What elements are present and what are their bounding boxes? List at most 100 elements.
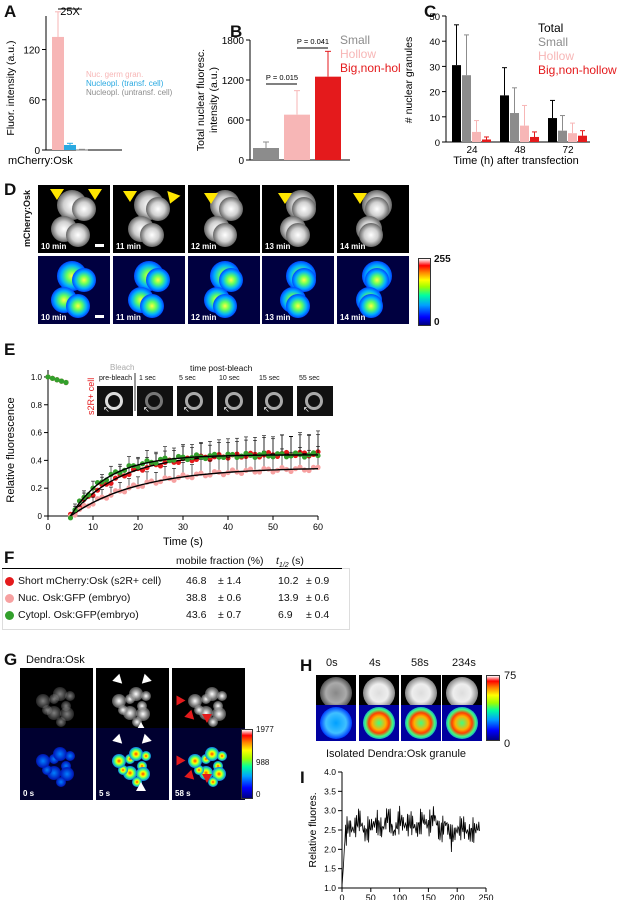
c-ytick-label: 10	[429, 113, 440, 124]
d-timestamp: 12 min	[191, 313, 217, 322]
g-granule	[205, 687, 220, 702]
d-gray-frame: 11 min	[113, 185, 185, 253]
e-ylabel: Relative fluorescence	[5, 397, 17, 502]
e-thumb-label: 5 sec	[179, 375, 196, 382]
e-point	[45, 374, 51, 380]
panel-g-cbar-max: 1977	[256, 725, 274, 734]
e-point	[63, 379, 69, 386]
g-granule	[131, 716, 142, 727]
h-heatmap-frame	[359, 705, 399, 741]
a-legend-entry: Nucleopl. (transf. cell)	[86, 79, 164, 88]
i-xtick-label: 100	[392, 893, 407, 900]
e-fit-line	[70, 468, 319, 517]
f-row-t-err: ± 0.6	[306, 592, 330, 604]
g-granule	[53, 687, 68, 702]
c-legend-entry: Big,non-hollow	[538, 63, 617, 77]
d-timestamp: 14 min	[340, 242, 366, 251]
g-granule	[35, 753, 50, 768]
panel-f-col2-sub: 1/2	[278, 562, 289, 570]
h-granule	[363, 677, 395, 709]
g-granule	[65, 750, 76, 761]
g-granule	[137, 761, 147, 771]
g-granule	[55, 776, 66, 787]
yellow-arrowhead-icon	[353, 193, 367, 204]
c-bar	[578, 135, 587, 142]
i-xtick-label: 0	[339, 893, 344, 900]
panel-d-cbar-min: 0	[434, 317, 440, 328]
b-bar	[284, 114, 310, 160]
h-granule	[446, 707, 478, 739]
g-granule	[201, 754, 211, 765]
f-row-mf-err: ± 0.7	[218, 609, 242, 621]
e-thumb: ↖	[297, 386, 333, 416]
a-annotation: 25X	[60, 6, 80, 18]
panel-g-colorbar	[241, 729, 253, 799]
g-timestamp: 58 s	[175, 789, 191, 798]
d-granule	[139, 294, 164, 318]
d-granule	[139, 223, 164, 247]
b-bar	[315, 76, 341, 160]
b-ytick-label: 0	[238, 156, 244, 167]
e-xlabel: Time (s)	[163, 536, 203, 548]
h-time-label: 234s	[452, 657, 476, 669]
g-granule	[117, 705, 128, 716]
c-ytick-label: 0	[435, 138, 440, 149]
e-point	[292, 450, 299, 456]
f-row-t: 13.9	[278, 592, 299, 604]
g-granule	[131, 776, 142, 787]
g-granule	[41, 705, 52, 716]
e-ytick-label: 1.0	[31, 373, 43, 382]
b-ytick-label: 1200	[222, 76, 245, 87]
g-granule	[141, 690, 152, 701]
c-bar	[568, 133, 577, 142]
f-row-t: 10.2	[278, 575, 299, 587]
e-granule-ring	[225, 392, 243, 410]
i-ytick-label: 2.0	[324, 844, 336, 854]
d-timestamp: 13 min	[265, 242, 291, 251]
e-thumb: ↖	[137, 386, 173, 416]
i-ytick-label: 3.0	[324, 806, 336, 816]
e-xtick-label: 40	[223, 522, 233, 532]
h-time-label: 58s	[411, 657, 429, 669]
a-ytick-label: 0	[34, 146, 40, 157]
c-bar	[482, 139, 491, 142]
d-timestamp: 13 min	[265, 313, 291, 322]
d-granule	[72, 268, 96, 292]
c-legend-entry: Small	[538, 35, 568, 49]
g-granule	[141, 750, 152, 761]
e-granule-ring	[145, 392, 163, 410]
g-granule	[129, 747, 144, 762]
e-xtick-label: 30	[178, 522, 188, 532]
c-bar	[462, 75, 471, 142]
d-timestamp: 11 min	[116, 242, 141, 251]
e-thumb: ↖	[217, 386, 253, 416]
e-point	[252, 454, 258, 460]
e-xtick-label: 10	[88, 522, 98, 532]
e-ytick-label: 0	[38, 512, 43, 521]
c-bar	[520, 125, 529, 142]
c-ylabel: # nuclear granules	[403, 37, 415, 123]
yellow-arrowhead-icon	[204, 193, 218, 204]
g-timestamp: 0 s	[23, 789, 35, 798]
panel-e-post-label: time post-bleach	[190, 363, 253, 373]
b-legend-entry: Hollow	[340, 47, 376, 61]
panel-label-c: C	[424, 2, 437, 21]
c-bar	[472, 131, 481, 142]
yellow-arrowhead-icon	[50, 189, 64, 200]
e-point	[229, 451, 236, 458]
e-thumb-label: 15 sec	[259, 375, 280, 382]
panel-h-cbar-min: 0	[504, 738, 511, 750]
h-time-label: 0s	[326, 657, 338, 669]
a-bar	[76, 149, 88, 151]
e-thumb-label: 55 sec	[299, 375, 320, 382]
red-arrowhead-icon	[176, 695, 186, 706]
f-row-mf: 43.6	[186, 609, 207, 621]
d-gray-frame: 14 min	[337, 185, 409, 253]
d-timestamp: 14 min	[340, 313, 366, 322]
e-thumb-label: pre-bleach	[99, 375, 133, 382]
a-ytick-label: 60	[29, 96, 41, 107]
e-point	[301, 467, 308, 473]
e-granule-ring	[265, 392, 283, 410]
b-ylabel: Total nuclear fluoresc.	[195, 49, 207, 151]
panel-h-caption: Isolated Dendra:Osk granule	[326, 748, 467, 760]
